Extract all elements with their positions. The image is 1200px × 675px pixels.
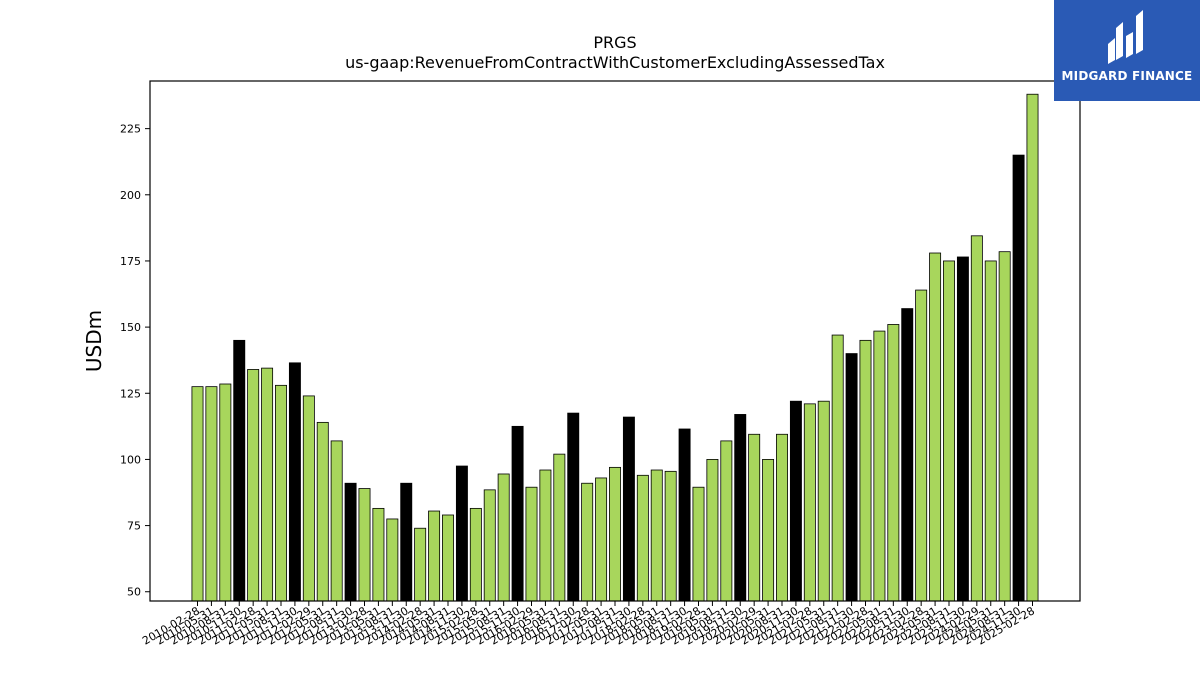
bar-2014-08-31 xyxy=(442,514,454,602)
bar-2023-02-28 xyxy=(915,289,928,602)
bar-2017-11-30 xyxy=(622,416,635,602)
bar-2018-02-28 xyxy=(636,474,649,602)
bars-group xyxy=(191,93,1039,602)
bar-2015-05-31 xyxy=(483,489,496,602)
bar-2017-02-28 xyxy=(581,482,594,602)
y-tick-label: 225 xyxy=(120,123,141,136)
bar-2021-02-28 xyxy=(803,403,816,602)
bar-2016-11-30 xyxy=(567,412,580,602)
bar-2023-05-31 xyxy=(929,252,942,602)
bar-2024-08-31 xyxy=(998,251,1011,602)
bar-2010-11-30 xyxy=(233,339,246,602)
bar-2015-08-31 xyxy=(497,473,510,602)
bar-2011-05-31 xyxy=(261,367,274,602)
bar-2012-02-29 xyxy=(302,395,315,602)
y-tick-label: 175 xyxy=(120,255,141,268)
bar-2022-05-31 xyxy=(873,330,886,602)
bar-2017-08-31 xyxy=(609,466,621,602)
bar-2024-11-30 xyxy=(1012,154,1025,602)
bar-2013-02-28 xyxy=(358,488,371,602)
plot-frame xyxy=(149,80,1081,602)
bar-2012-11-30 xyxy=(344,482,357,602)
bar-2024-02-29 xyxy=(970,235,983,602)
bar-2019-05-31 xyxy=(706,459,719,602)
x-axis: 2010-02-282010-05-312010-08-312010-11-30… xyxy=(140,601,1037,648)
bar-2012-08-31 xyxy=(330,440,343,602)
chart-title: PRGS xyxy=(593,33,636,52)
bar-2015-11-30 xyxy=(511,425,524,602)
bar-2011-08-31 xyxy=(275,384,287,602)
bar-2022-11-30 xyxy=(901,308,914,602)
y-axis-label: USDm xyxy=(82,310,106,372)
bar-2010-02-28 xyxy=(191,386,204,602)
logo-text: MIDGARD FINANCE xyxy=(1061,69,1193,83)
bar-2018-05-31 xyxy=(650,469,663,602)
bar-2016-02-29 xyxy=(525,486,538,602)
y-tick-label: 125 xyxy=(120,387,141,400)
bar-2019-11-30 xyxy=(734,414,747,602)
y-tick-label: 100 xyxy=(120,453,141,466)
bar-2023-08-31 xyxy=(943,260,955,602)
midgard-finance-logo: MIDGARD FINANCE xyxy=(1054,0,1200,101)
bar-2021-05-31 xyxy=(817,400,830,602)
bar-2017-05-31 xyxy=(595,477,608,602)
bar-2018-11-30 xyxy=(678,428,691,602)
bar-2023-11-30 xyxy=(956,256,969,602)
y-axis: 50 75 100 125 150 175 200 225 xyxy=(120,123,150,599)
bar-2013-11-30 xyxy=(400,482,413,602)
y-tick-label: 200 xyxy=(120,189,141,202)
bar-2013-05-31 xyxy=(372,507,385,602)
y-tick-label: 150 xyxy=(120,321,141,334)
bar-2010-05-31 xyxy=(205,386,218,602)
bar-2010-08-31 xyxy=(219,383,232,602)
bar-2011-02-28 xyxy=(247,369,260,602)
bar-2016-05-31 xyxy=(539,469,552,602)
bar-2020-11-30 xyxy=(789,400,802,602)
bar-2014-11-30 xyxy=(455,465,468,602)
bar-2014-02-28 xyxy=(414,527,427,602)
bar-2024-05-31 xyxy=(984,260,997,602)
bar-2013-08-31 xyxy=(386,518,399,602)
y-tick-label: 75 xyxy=(127,520,141,533)
bar-2016-08-31 xyxy=(553,453,566,602)
bar-2025-02-28 xyxy=(1026,93,1039,602)
bar-2011-11-30 xyxy=(288,362,301,602)
bar-2020-02-29 xyxy=(748,433,761,602)
bar-2015-02-28 xyxy=(469,507,482,602)
bar-2021-08-31 xyxy=(831,334,844,602)
bar-2022-08-31 xyxy=(887,324,900,602)
y-tick-label: 50 xyxy=(127,586,141,599)
bar-2020-08-31 xyxy=(776,433,788,602)
bar-2020-05-31 xyxy=(762,459,775,602)
bar-2022-02-28 xyxy=(859,339,872,602)
bar-2019-08-31 xyxy=(720,440,733,602)
bar-2012-05-31 xyxy=(316,421,329,602)
midgard-logo-icon xyxy=(1108,10,1143,64)
bar-2019-02-28 xyxy=(692,486,705,602)
chart-subtitle: us-gaap:RevenueFromContractWithCustomerE… xyxy=(345,53,885,72)
bar-2021-11-30 xyxy=(845,353,858,602)
bar-2018-08-31 xyxy=(664,470,677,602)
bar-2014-05-31 xyxy=(428,510,441,602)
